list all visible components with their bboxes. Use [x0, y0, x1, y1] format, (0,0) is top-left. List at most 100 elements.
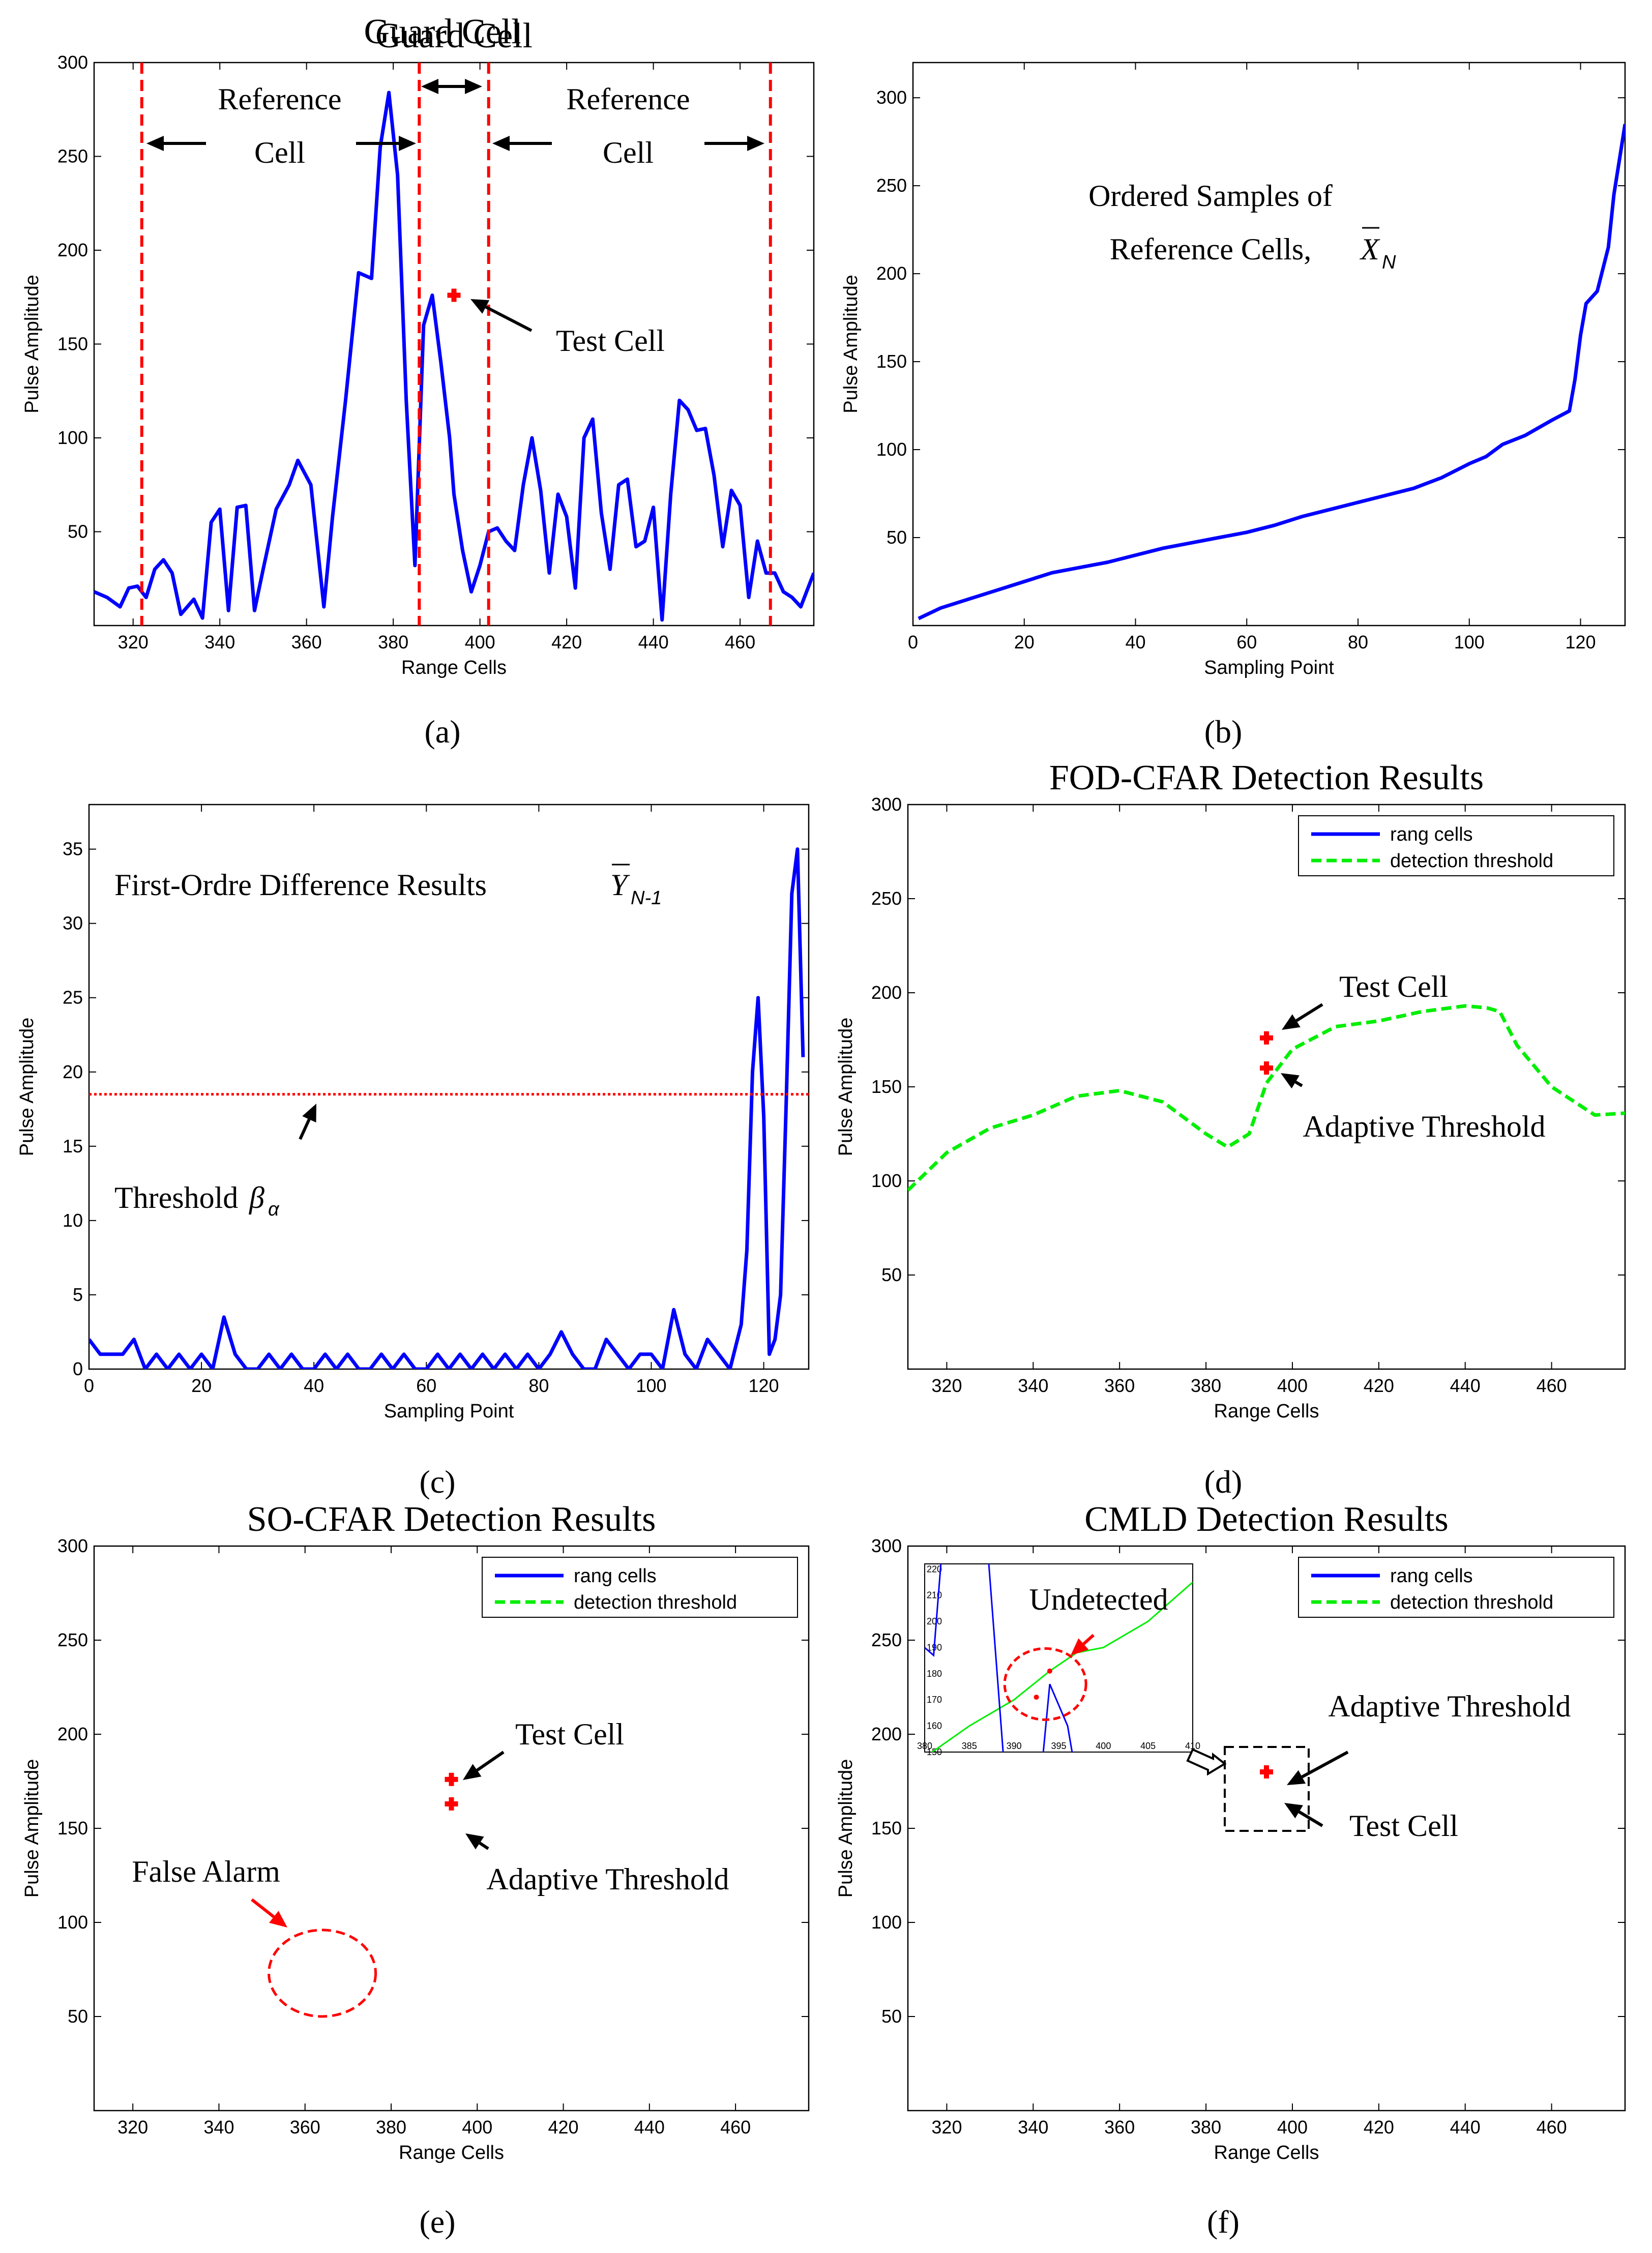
panel-f: 320 340 360 380 400 420 440 460 50 100 150 200 250 30…	[835, 1500, 1626, 2240]
y-tick-label: 150	[871, 1818, 902, 1839]
plot-frame	[93, 62, 815, 627]
inset-y-tick: 210	[927, 1590, 942, 1600]
y-axis-label: Pulse Amplitude	[21, 275, 43, 413]
y-tick-label: 300	[871, 794, 902, 815]
arrow-false-alarm-shaft	[251, 1898, 275, 1918]
y-tick-label: 250	[871, 1629, 902, 1650]
y-tick-label: 150	[57, 1818, 88, 1839]
y-tick-label: 200	[871, 1724, 902, 1744]
inset-x-tick: 410	[1185, 1741, 1200, 1751]
legend-threshold-label: detection threshold	[1390, 850, 1553, 872]
x-tick-label: 460	[1537, 2117, 1567, 2138]
y-tick-label: 300	[871, 1535, 902, 1556]
x-axis-label: Range Cells	[1214, 2142, 1319, 2163]
x-tick-label: 380	[1191, 1375, 1221, 1396]
x-tick-label: 400	[1277, 1375, 1308, 1396]
arrow-ref-left-in-head	[399, 136, 416, 151]
y-tick-label: 150	[871, 1076, 902, 1097]
x-tick-label: 360	[1104, 2117, 1135, 2138]
arrow-threshold	[1281, 1073, 1303, 1089]
x-tick-label: 460	[725, 632, 755, 653]
x-tick-label: 380	[376, 2117, 406, 2138]
xbar-symbol: X	[1360, 232, 1380, 266]
inset-x-tick: 400	[1096, 1741, 1111, 1751]
inset-x-tick: 395	[1051, 1741, 1066, 1751]
panel-caption: (c)	[419, 1464, 455, 1500]
arrow-threshold-head	[302, 1104, 316, 1123]
inset-y-tick: 200	[927, 1616, 942, 1626]
arrow-threshold-shaft	[1301, 1751, 1349, 1778]
arrow-false-alarm	[251, 1898, 287, 1928]
x-tick-label: 460	[1537, 1375, 1567, 1396]
inset: 380 385 390 395 400 405 4101501601701801902002…	[917, 1563, 1200, 1757]
inset-y-tick: 220	[927, 1564, 942, 1574]
panel-a: 320 340 360 380 400 420 440 460 50 100 150 200 250 30…	[21, 12, 815, 750]
ref-label-left-1: Reference	[218, 82, 341, 116]
test-cell-marker	[1260, 1031, 1273, 1045]
legend: rang cells detection threshold	[1298, 815, 1614, 876]
test-cell-marker-v	[1264, 1765, 1269, 1778]
arrow-test-cell-head	[1284, 1803, 1303, 1819]
x-tick-label: 100	[1454, 632, 1485, 653]
legend: rang cells detection threshold	[482, 1557, 798, 1618]
test-cell-label: Test Cell	[1339, 970, 1448, 1003]
x-tick-label: 20	[1014, 632, 1035, 653]
arrow-threshold	[299, 1104, 316, 1140]
adaptive-threshold-label: Adaptive Threshold	[1303, 1110, 1545, 1143]
x-tick-label: 360	[291, 632, 322, 653]
x-tick-label: 320	[931, 2117, 962, 2138]
test-cell-marker-v	[451, 288, 457, 302]
y-tick-label: 200	[57, 1724, 88, 1744]
arrow-guard-l	[421, 79, 441, 94]
threshold-marker-v	[449, 1797, 454, 1811]
y-tick-label: 200	[876, 263, 907, 284]
test-cell-label: Test Cell	[515, 1717, 624, 1751]
ybar-symbol: Y	[610, 868, 630, 902]
y-tick-label: 250	[871, 888, 902, 909]
arrow-ref-right-in-head	[492, 136, 510, 151]
zoom-box	[1224, 1746, 1310, 1832]
test-cell-marker	[1260, 1765, 1273, 1778]
ref-label-right-2: Cell	[603, 136, 654, 169]
arrow-guard-r	[441, 79, 482, 94]
y-tick-label: 100	[876, 439, 907, 460]
panel-b: 0 20 40 60 80 100 120 50 100 150 200 250 300 Sampling…	[840, 62, 1626, 750]
x-tick-label: 320	[118, 632, 149, 653]
false-alarm-label: False Alarm	[132, 1855, 280, 1888]
arrow-test-cell	[1282, 1003, 1323, 1030]
arrow-undetected-head	[1071, 1638, 1089, 1655]
x-tick-label: 60	[1236, 632, 1257, 653]
threshold-marker	[1260, 1061, 1273, 1075]
x-tick-label: 0	[84, 1375, 94, 1396]
xbar-subscript: N	[1382, 252, 1396, 273]
y-axis-label: Pulse Amplitude	[16, 1018, 38, 1157]
y-tick-label: 50	[887, 527, 907, 548]
y-tick-label: 10	[63, 1210, 83, 1231]
arrow-threshold	[1287, 1751, 1349, 1785]
plot-frame	[93, 1545, 810, 2112]
arrow-threshold-shaft	[1294, 1080, 1303, 1087]
x-tick-label: 420	[548, 2117, 579, 2138]
y-tick-label: 35	[63, 839, 83, 859]
x-tick-label: 40	[304, 1375, 324, 1396]
arrow-ref-right-out-head	[747, 136, 764, 151]
x-tick-label: 380	[1191, 2117, 1221, 2138]
x-tick-label: 40	[1125, 632, 1145, 653]
beta-subscript: α	[268, 1199, 280, 1220]
y-axis-label: Pulse Amplitude	[21, 1759, 43, 1898]
arrow-ref-left-in	[356, 136, 416, 151]
x-tick-label: 340	[1018, 2117, 1048, 2138]
arrow-guard-l-head	[421, 79, 438, 94]
inset-signal	[925, 1564, 1073, 1752]
y-tick-label: 20	[63, 1061, 83, 1082]
y-tick-label: 50	[881, 1264, 902, 1285]
inset-y-tick: 170	[927, 1695, 942, 1705]
x-axis-label: Sampling Point	[1204, 657, 1334, 678]
threshold-line	[908, 1004, 1625, 1192]
panel-title: SO-CFAR Detection Results	[247, 1500, 656, 1539]
x-tick-label: 120	[1565, 632, 1596, 653]
beta-symbol: β	[249, 1181, 264, 1214]
x-tick-label: 0	[908, 632, 918, 653]
y-tick-label: 50	[68, 2006, 88, 2027]
adaptive-threshold-label: Adaptive Threshold	[1328, 1689, 1571, 1723]
